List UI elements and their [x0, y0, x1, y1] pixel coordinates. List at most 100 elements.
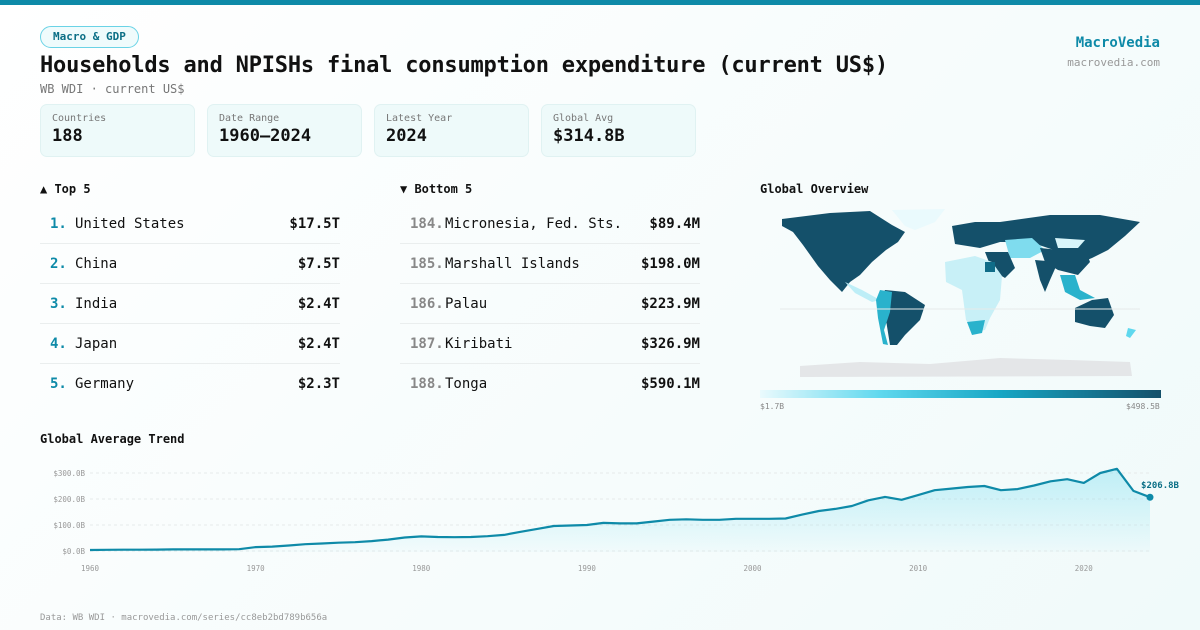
country-name: China: [75, 255, 118, 272]
stat-card-global-avg: Global Avg $314.8B: [541, 104, 696, 157]
stat-value: $314.8B: [553, 126, 625, 146]
stat-label: Global Avg: [553, 113, 614, 124]
trend-area: [90, 468, 1150, 552]
top-accent-bar: [0, 0, 1200, 5]
map-title: Global Overview: [760, 182, 869, 196]
list-item[interactable]: 187. Kiribati $326.9M: [400, 324, 700, 364]
brand: MacroVedia macrovedia.com: [1067, 35, 1160, 69]
y-tick-label: $100.0B: [53, 521, 85, 530]
list-item[interactable]: 185. Marshall Islands $198.0M: [400, 244, 700, 284]
world-choropleth-map[interactable]: [760, 200, 1160, 385]
stat-value: 188: [52, 126, 83, 146]
map-region-australia[interactable]: [1075, 298, 1114, 328]
trend-title: Global Average Trend: [40, 432, 185, 446]
country-name: Japan: [75, 335, 118, 352]
map-region-south-africa[interactable]: [967, 320, 985, 335]
legend-max-label: $498.5B: [1126, 402, 1160, 411]
country-value: $7.5T: [297, 255, 340, 272]
list-item[interactable]: 3. India $2.4T: [40, 284, 340, 324]
x-tick-label: 1980: [412, 564, 431, 573]
stat-card-countries: Countries 188: [40, 104, 195, 157]
map-region-middle-east[interactable]: [985, 252, 1015, 278]
data-point: [1146, 493, 1154, 501]
map-region-egypt[interactable]: [985, 262, 995, 272]
map-region-north-america[interactable]: [782, 211, 905, 292]
x-tick-label: 2000: [743, 564, 762, 573]
stat-label: Date Range: [219, 113, 280, 124]
country-value: $2.4T: [297, 295, 340, 312]
country-name: United States: [75, 215, 185, 232]
rank-label: 185.: [410, 255, 444, 272]
map-region-south-america[interactable]: [880, 290, 925, 345]
rank-label: 186.: [410, 295, 444, 312]
last-value-label: $206.8B: [1141, 481, 1180, 491]
country-value: $590.1M: [640, 376, 700, 392]
legend-min-label: $1.7B: [760, 402, 785, 411]
country-name: Marshall Islands: [445, 255, 580, 272]
brand-url[interactable]: macrovedia.com: [1067, 56, 1160, 69]
country-name: Palau: [445, 295, 488, 312]
map-region-india[interactable]: [1035, 260, 1058, 292]
country-name: India: [75, 295, 118, 312]
country-value: $2.4T: [297, 335, 340, 352]
top-5-list: ▲ Top 5 1. United States $17.5T 2. China $7.5…: [40, 182, 340, 404]
country-value: $198.0M: [640, 255, 700, 272]
rank-label: 5.: [50, 376, 67, 392]
bottom-5-list: ▼ Bottom 5 184. Micronesia, Fed. Sts. $89.…: [400, 182, 700, 404]
global-average-trend-chart: $0.0B $100.0B $200.0B $300.0B 1960 1970 1980 19…: [53, 467, 1180, 573]
map-region-china[interactable]: [1040, 248, 1090, 275]
rank-label: 187.: [410, 335, 444, 352]
x-tick-label: 2020: [1075, 564, 1094, 573]
y-tick-label: $0.0B: [62, 547, 85, 556]
category-badge[interactable]: Macro & GDP: [40, 26, 139, 48]
stat-value: 1960–2024: [219, 126, 312, 146]
country-value: $2.3T: [297, 376, 340, 392]
y-tick-label: $300.0B: [53, 469, 85, 478]
map-region-southeast-asia[interactable]: [1060, 275, 1095, 300]
map-region-new-zealand[interactable]: [1126, 328, 1136, 338]
top-5-heading: ▲ Top 5: [40, 182, 91, 196]
country-value: $326.9M: [640, 335, 700, 352]
stat-label: Countries: [52, 113, 107, 124]
country-name: Micronesia, Fed. Sts.: [445, 215, 623, 232]
stat-card-latest-year: Latest Year 2024: [374, 104, 529, 157]
list-item[interactable]: 188. Tonga $590.1M: [400, 364, 700, 404]
map-region-europe-russia[interactable]: [952, 215, 1140, 262]
rank-label: 4.: [50, 335, 67, 352]
list-item[interactable]: 5. Germany $2.3T: [40, 364, 340, 404]
list-item[interactable]: 186. Palau $223.9M: [400, 284, 700, 324]
y-tick-label: $200.0B: [53, 495, 85, 504]
map-region-mongolia[interactable]: [1055, 238, 1085, 248]
country-name: Tonga: [445, 376, 488, 392]
rank-label: 2.: [50, 255, 67, 272]
x-tick-label: 2010: [909, 564, 928, 573]
map-region-africa[interactable]: [945, 256, 1002, 332]
bottom-5-heading: ▼ Bottom 5: [400, 182, 473, 196]
map-region-antarctica[interactable]: [800, 358, 1132, 377]
country-value: $17.5T: [289, 215, 340, 232]
list-item[interactable]: 4. Japan $2.4T: [40, 324, 340, 364]
x-tick-label: 1990: [578, 564, 597, 573]
stat-label: Latest Year: [386, 113, 453, 124]
country-value: $223.9M: [640, 295, 700, 312]
trend-line: [89, 467, 1151, 552]
list-item[interactable]: 184. Micronesia, Fed. Sts. $89.4M: [400, 204, 700, 244]
map-region-central-america[interactable]: [845, 282, 880, 302]
list-item[interactable]: 1. United States $17.5T: [40, 204, 340, 244]
stat-cards: Countries 188 Date Range 1960–2024 Latest …: [40, 104, 696, 157]
x-tick-label: 1970: [247, 564, 266, 573]
map-region-greenland[interactable]: [892, 209, 945, 230]
page-title: Households and NPISHs final consumption …: [40, 53, 888, 78]
rank-label: 3.: [50, 295, 67, 312]
map-legend-gradient: [760, 390, 1161, 398]
country-name: Kiribati: [445, 335, 513, 352]
rank-label: 184.: [410, 215, 444, 232]
list-item[interactable]: 2. China $7.5T: [40, 244, 340, 284]
page-subtitle: WB WDI · current US$: [40, 82, 185, 96]
map-region-andes[interactable]: [876, 290, 892, 345]
x-tick-label: 1960: [81, 564, 100, 573]
rank-label: 1.: [50, 215, 67, 232]
map-region-central-asia[interactable]: [1005, 238, 1045, 258]
country-name: Germany: [75, 376, 135, 392]
brand-name[interactable]: MacroVedia: [1075, 35, 1160, 51]
